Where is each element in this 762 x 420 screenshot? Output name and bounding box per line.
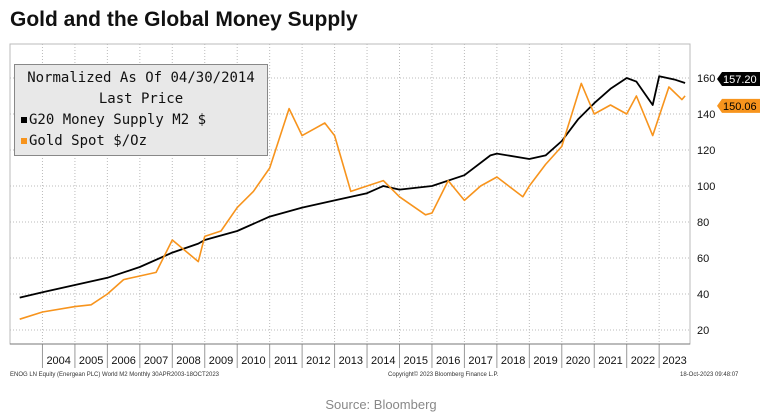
- last-price-label: 150.06: [723, 101, 757, 113]
- source-caption: Source: Bloomberg: [325, 397, 437, 412]
- legend-normalized: Normalized As Of 04/30/2014: [27, 70, 255, 86]
- chart-title: Gold and the Global Money Supply: [10, 8, 358, 31]
- x-tick-label: 2020: [566, 355, 590, 367]
- legend-item-m2: G20 Money Supply M2 $: [21, 110, 261, 131]
- y-tick-label: 40: [697, 289, 709, 301]
- x-tick-label: 2015: [403, 355, 427, 367]
- legend: Normalized As Of 04/30/2014 Last Price G…: [14, 64, 268, 156]
- y-tick-label: 100: [697, 181, 715, 193]
- x-tick-label: 2013: [339, 355, 363, 367]
- x-tick-label: 2021: [598, 355, 622, 367]
- x-tick-label: 2016: [436, 355, 460, 367]
- x-tick-label: 2023: [662, 355, 686, 367]
- x-tick-label: 2009: [209, 355, 233, 367]
- x-tick-label: 2008: [176, 355, 200, 367]
- y-tick-label: 140: [697, 109, 715, 121]
- x-tick-label: 2006: [111, 355, 135, 367]
- series-line-m2: [19, 75, 686, 299]
- footer-left: ENOG LN Equity (Energean PLC) World M2 M…: [10, 372, 219, 378]
- legend-last-price: Last Price: [98, 91, 184, 107]
- x-tick-label: 2014: [371, 355, 395, 367]
- y-tick-label: 160: [697, 73, 715, 85]
- x-tick-label: 2017: [468, 355, 492, 367]
- footer-right: 18-Oct-2023 09:48:07: [680, 372, 739, 378]
- x-tick-label: 2004: [46, 355, 70, 367]
- x-tick-label: 2005: [79, 355, 103, 367]
- footer-center: Copyright© 2023 Bloomberg Finance L.P.: [388, 372, 499, 378]
- x-tick-label: 2007: [144, 355, 168, 367]
- last-price-tag: [717, 72, 760, 87]
- x-tick-label: 2012: [306, 355, 330, 367]
- last-price-label: 157.20: [723, 74, 757, 86]
- legend-label: G20 Money Supply M2 $: [29, 112, 207, 128]
- legend-label: Gold Spot $/Oz: [29, 133, 148, 149]
- legend-item-gold: Gold Spot $/Oz: [21, 131, 261, 152]
- x-tick-label: 2011: [274, 355, 298, 367]
- series-line-gold: [19, 82, 686, 320]
- x-tick-label: 2019: [533, 355, 557, 367]
- y-tick-label: 60: [697, 253, 709, 265]
- y-tick-label: 80: [697, 217, 709, 229]
- last-price-tag: [717, 98, 760, 113]
- x-tick-label: 2018: [501, 355, 525, 367]
- x-tick-label: 2010: [241, 355, 265, 367]
- y-tick-label: 120: [697, 145, 715, 157]
- x-tick-label: 2022: [631, 355, 655, 367]
- y-tick-label: 20: [697, 325, 709, 337]
